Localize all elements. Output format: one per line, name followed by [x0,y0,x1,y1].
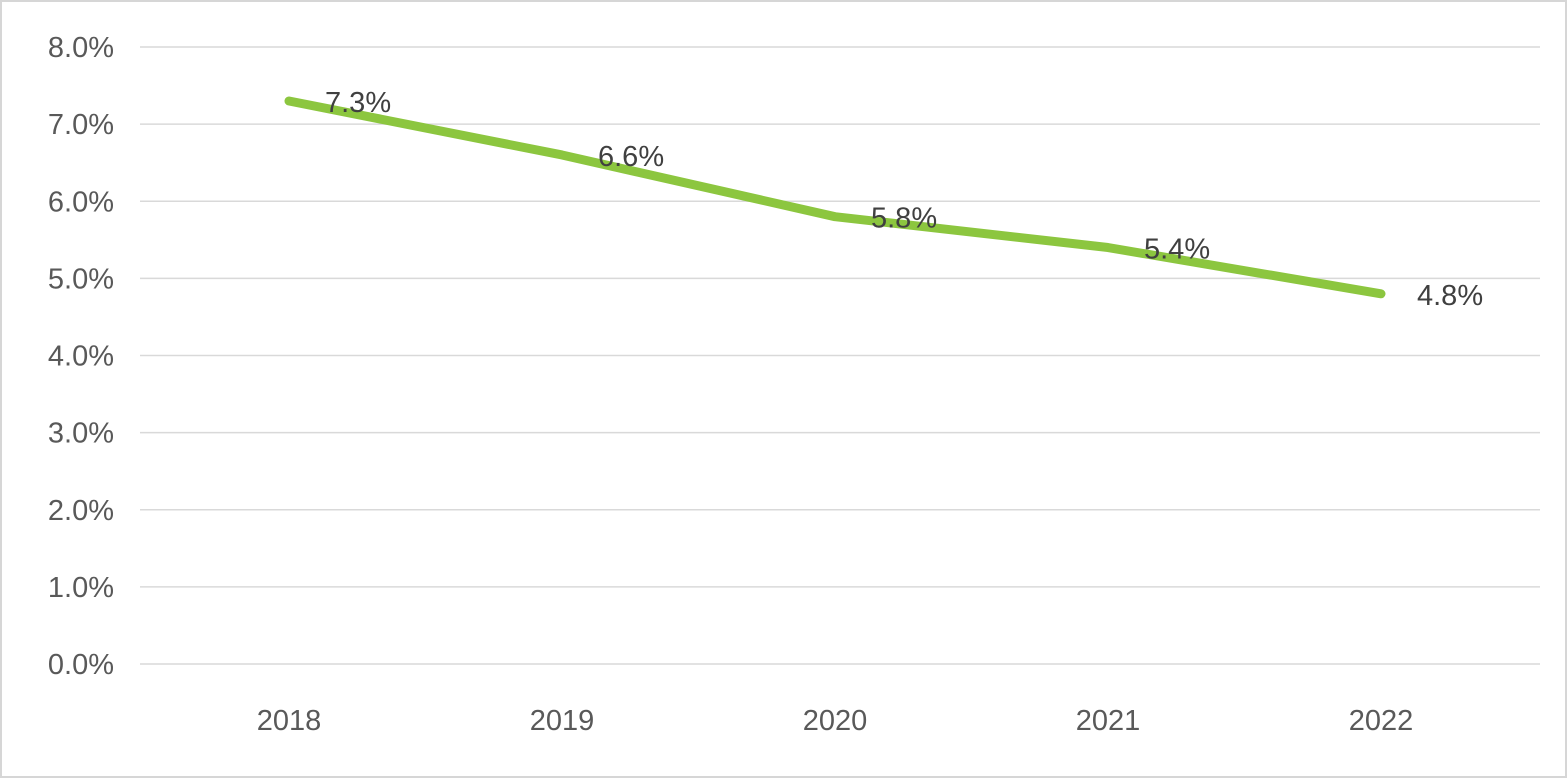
y-axis-label: 2.0% [48,495,114,527]
data-label: 4.8% [1417,280,1483,312]
x-axis-label: 2020 [803,705,868,737]
y-axis-label: 6.0% [48,186,114,218]
y-axis-label: 0.0% [48,649,114,681]
data-label: 6.6% [598,141,664,173]
data-label: 5.4% [1144,234,1210,266]
x-axis-label: 2018 [257,705,322,737]
data-label: 5.8% [871,203,937,235]
x-axis-label: 2022 [1349,705,1414,737]
x-axis-label: 2019 [530,705,595,737]
y-axis-label: 1.0% [48,572,114,604]
x-axis-label: 2021 [1076,705,1141,737]
y-axis-label: 5.0% [48,263,114,295]
y-axis-label: 4.0% [48,341,114,373]
y-axis-label: 3.0% [48,418,114,450]
data-label: 7.3% [325,87,391,119]
series-line [284,96,1386,299]
y-axis-label: 7.0% [48,109,114,141]
y-axis-label: 8.0% [48,32,114,64]
